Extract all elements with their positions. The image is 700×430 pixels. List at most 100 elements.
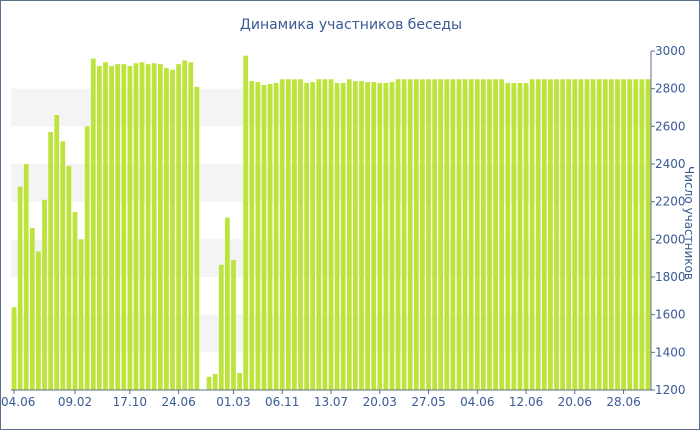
bar bbox=[584, 79, 590, 390]
bar bbox=[615, 79, 620, 390]
bar bbox=[578, 79, 584, 390]
bar bbox=[462, 79, 468, 390]
bar bbox=[310, 82, 316, 390]
y-tick-label: 3000 bbox=[655, 44, 686, 58]
bar bbox=[529, 79, 535, 390]
x-tick-label: 17.10 bbox=[113, 395, 147, 409]
bar bbox=[420, 79, 425, 390]
bar bbox=[225, 217, 230, 390]
bar bbox=[328, 79, 334, 390]
y-axis-ticks: 1200 1400 1600 1800 2000 2200 2400 2600 2800 3000 bbox=[651, 44, 686, 397]
bar bbox=[389, 82, 395, 390]
bar bbox=[621, 79, 626, 390]
bar bbox=[627, 79, 633, 390]
bar bbox=[11, 307, 17, 390]
bar bbox=[340, 83, 346, 391]
bar bbox=[316, 79, 322, 390]
bar bbox=[170, 69, 175, 390]
bar bbox=[292, 79, 297, 390]
bar bbox=[304, 83, 309, 391]
bar bbox=[566, 79, 572, 390]
bar bbox=[432, 79, 437, 390]
bar bbox=[517, 83, 523, 391]
bar bbox=[511, 83, 517, 391]
bar bbox=[23, 164, 29, 390]
bar bbox=[188, 62, 194, 391]
y-tick-label: 2600 bbox=[655, 119, 686, 133]
bar bbox=[139, 62, 145, 391]
bar bbox=[535, 79, 541, 390]
bar bbox=[267, 83, 273, 390]
x-tick-label: 01.03 bbox=[216, 395, 250, 409]
bar bbox=[36, 251, 41, 390]
bar bbox=[438, 79, 444, 390]
bar bbox=[90, 58, 96, 391]
x-tick-label: 04.06 bbox=[460, 395, 494, 409]
bar bbox=[554, 79, 559, 390]
bar bbox=[523, 83, 529, 391]
x-tick-label: 20.06 bbox=[558, 395, 592, 409]
y-tick-label: 2000 bbox=[655, 232, 686, 246]
bar bbox=[145, 64, 151, 390]
bar bbox=[249, 81, 255, 390]
bar bbox=[596, 79, 602, 390]
bar bbox=[505, 83, 511, 391]
bar bbox=[456, 79, 462, 390]
bar bbox=[237, 373, 242, 390]
bar bbox=[499, 79, 505, 390]
y-tick-label: 2400 bbox=[655, 157, 686, 171]
x-tick-label: 04.06 bbox=[1, 395, 35, 409]
bar bbox=[279, 79, 285, 390]
bar bbox=[17, 186, 23, 390]
bar bbox=[346, 79, 352, 390]
y-tick-label: 2800 bbox=[655, 82, 686, 96]
x-tick-label: 27.05 bbox=[411, 395, 445, 409]
x-tick-label: 28.06 bbox=[606, 395, 640, 409]
y-axis-label: Число участников bbox=[682, 166, 696, 280]
x-axis-ticks: 04.06 09.02 17.10 24.06 01.03 06.11 13.07 20.03… bbox=[1, 390, 641, 409]
bar bbox=[66, 165, 72, 390]
bar bbox=[103, 62, 108, 391]
bar bbox=[572, 79, 578, 390]
bar bbox=[29, 228, 35, 390]
bar bbox=[54, 115, 60, 391]
bar bbox=[231, 260, 236, 390]
bar bbox=[639, 79, 645, 390]
bar bbox=[109, 66, 114, 391]
y-tick-label: 1200 bbox=[655, 383, 686, 397]
bar bbox=[377, 83, 383, 391]
bar bbox=[334, 83, 340, 391]
bar bbox=[322, 79, 328, 390]
bar bbox=[48, 131, 53, 390]
bar bbox=[590, 79, 596, 390]
bar bbox=[176, 64, 181, 390]
x-tick-label: 06.11 bbox=[265, 395, 299, 409]
bar bbox=[493, 79, 498, 390]
x-tick-label: 09.02 bbox=[58, 395, 92, 409]
bar bbox=[450, 79, 456, 390]
bar bbox=[609, 79, 614, 390]
bar bbox=[548, 79, 553, 390]
bar bbox=[444, 79, 450, 390]
bar bbox=[72, 212, 78, 390]
bar bbox=[151, 63, 157, 390]
bar bbox=[602, 79, 608, 390]
y-tick-label: 1400 bbox=[655, 345, 686, 359]
bar bbox=[359, 81, 364, 390]
y-tick-label: 2200 bbox=[655, 195, 686, 209]
bar-series bbox=[11, 55, 651, 391]
bar bbox=[645, 79, 651, 390]
bar bbox=[371, 82, 377, 390]
y-tick-label: 1600 bbox=[655, 308, 686, 322]
bar bbox=[426, 79, 431, 390]
bar bbox=[353, 81, 358, 390]
bar bbox=[365, 82, 370, 390]
bar bbox=[413, 79, 419, 390]
y-tick-label: 1800 bbox=[655, 270, 686, 284]
x-tick-label: 12.06 bbox=[509, 395, 543, 409]
bar bbox=[42, 199, 47, 390]
bar bbox=[206, 376, 212, 390]
bar bbox=[157, 64, 163, 390]
